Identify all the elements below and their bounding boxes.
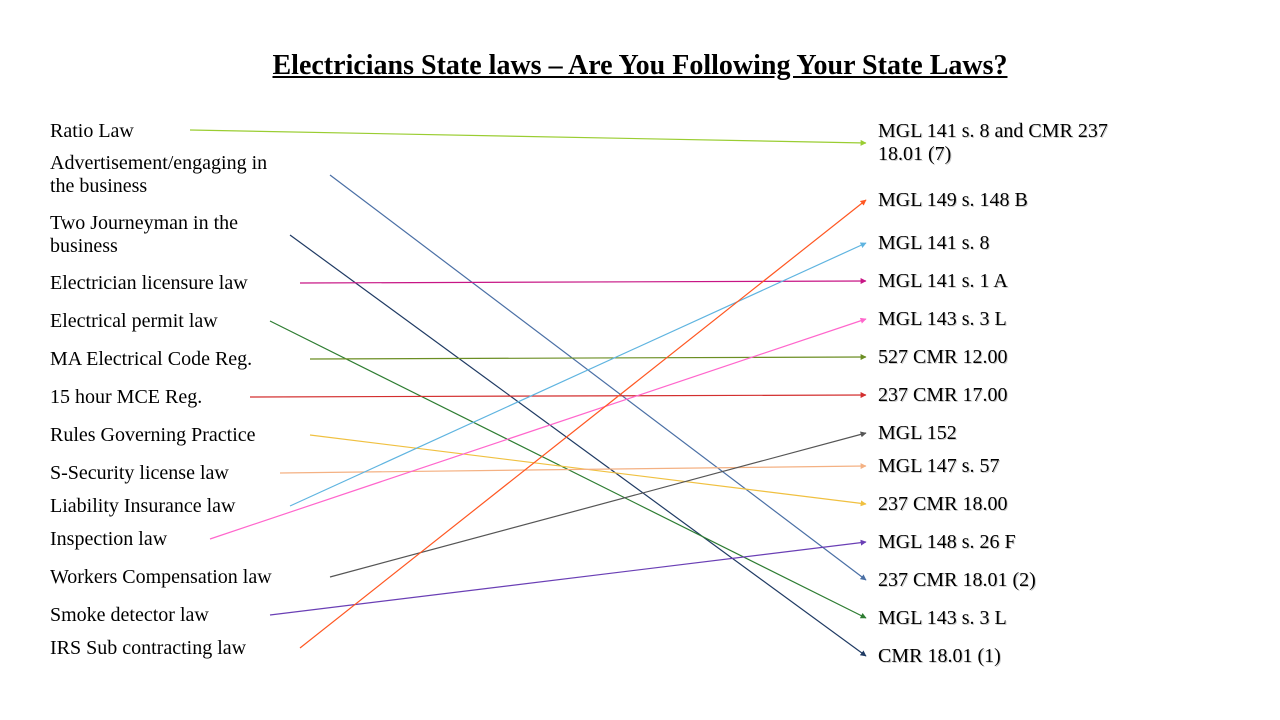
right-label-r5: MGL 143 s. 3 L xyxy=(878,308,1007,331)
left-label-workers: Workers Compensation law xyxy=(50,566,272,589)
right-label-r6: 527 CMR 12.00 xyxy=(878,346,1007,369)
right-label-r8: MGL 152 xyxy=(878,422,957,445)
left-label-irs: IRS Sub contracting law xyxy=(50,637,246,660)
edge-liab-to-r3 xyxy=(290,243,866,506)
edge-twojm-to-r14 xyxy=(290,235,866,656)
right-label-r1: MGL 141 s. 8 and CMR 237 18.01 (7) xyxy=(878,120,1108,166)
edge-smoke-to-r11 xyxy=(270,542,866,615)
left-label-ssec: S-Security license law xyxy=(50,462,229,485)
right-label-r7: 237 CMR 17.00 xyxy=(878,384,1007,407)
left-label-advert: Advertisement/engaging in the business xyxy=(50,152,267,198)
right-label-r3: MGL 141 s. 8 xyxy=(878,232,989,255)
right-label-r10: 237 CMR 18.00 xyxy=(878,493,1007,516)
left-label-macode: MA Electrical Code Reg. xyxy=(50,348,252,371)
left-label-ratio: Ratio Law xyxy=(50,120,134,143)
edge-rules-to-r10 xyxy=(310,435,866,504)
left-label-licensure: Electrician licensure law xyxy=(50,272,248,295)
edge-workers-to-r8 xyxy=(330,433,866,577)
edge-macode-to-r6 xyxy=(310,357,866,359)
right-label-r11: MGL 148 s. 26 F xyxy=(878,531,1016,554)
left-label-mce: 15 hour MCE Reg. xyxy=(50,386,202,409)
right-label-r9: MGL 147 s. 57 xyxy=(878,455,999,478)
edge-insp-to-r5 xyxy=(210,319,866,539)
edge-advert-to-r12 xyxy=(330,175,866,580)
right-label-r12: 237 CMR 18.01 (2) xyxy=(878,569,1036,592)
edge-ssec-to-r9 xyxy=(280,466,866,473)
left-label-liab: Liability Insurance law xyxy=(50,495,236,518)
right-label-r4: MGL 141 s. 1 A xyxy=(878,270,1008,293)
left-label-permit: Electrical permit law xyxy=(50,310,218,333)
left-label-rules: Rules Governing Practice xyxy=(50,424,256,447)
edge-ratio-to-r1 xyxy=(190,130,866,143)
edge-licensure-to-r4 xyxy=(300,281,866,283)
left-label-twojm: Two Journeyman in the business xyxy=(50,212,238,258)
edge-irs-to-r2 xyxy=(300,200,866,648)
edge-permit-to-r13 xyxy=(270,321,866,618)
right-label-r2: MGL 149 s. 148 B xyxy=(878,189,1028,212)
right-label-r14: CMR 18.01 (1) xyxy=(878,645,1001,668)
page-title: Electricians State laws – Are You Follow… xyxy=(0,50,1280,82)
left-label-smoke: Smoke detector law xyxy=(50,604,209,627)
right-label-r13: MGL 143 s. 3 L xyxy=(878,607,1007,630)
edge-mce-to-r7 xyxy=(250,395,866,397)
left-label-insp: Inspection law xyxy=(50,528,167,551)
